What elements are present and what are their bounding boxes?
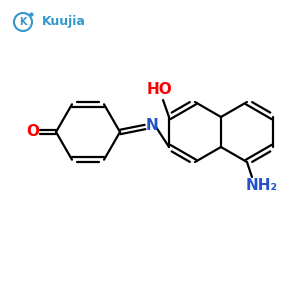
Text: NH₂: NH₂ — [246, 178, 278, 193]
Text: O: O — [26, 124, 40, 140]
Text: K: K — [19, 17, 27, 27]
Text: HO: HO — [146, 82, 172, 97]
Text: Kuujia: Kuujia — [42, 16, 86, 28]
Text: N: N — [146, 118, 158, 134]
